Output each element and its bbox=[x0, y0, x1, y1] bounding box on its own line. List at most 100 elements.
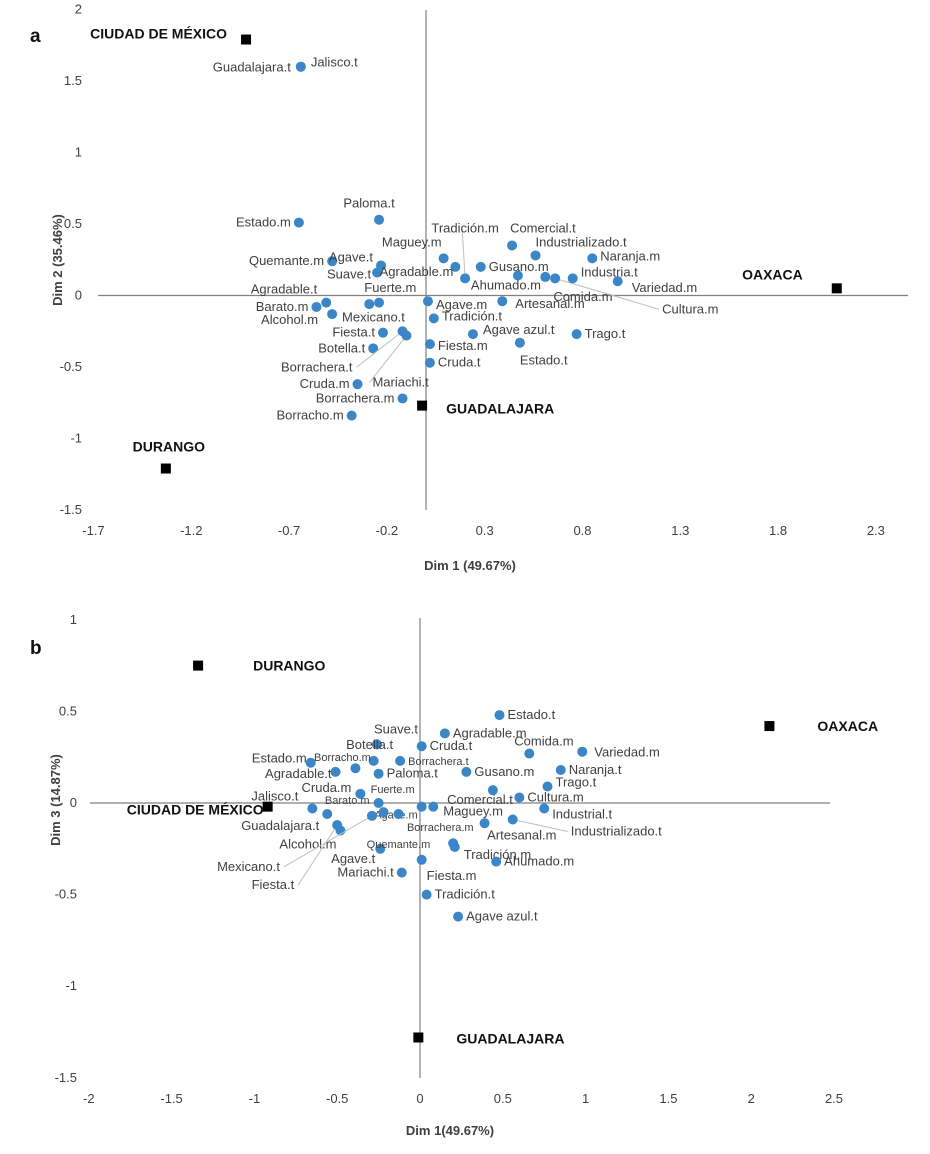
point-label: Industrializado.t bbox=[571, 823, 662, 838]
x-tick-label: -2 bbox=[83, 1091, 95, 1106]
attribute-point bbox=[530, 250, 541, 261]
region-label: OAXACA bbox=[817, 718, 878, 734]
point-label: Variedad.m bbox=[594, 745, 660, 760]
point-label: Estado.m bbox=[236, 215, 291, 230]
attribute-point bbox=[507, 240, 518, 251]
chart-panel-b: -2 -1.5 -1 -0.5 0 0.5 1 1.5 2 2.5 1 0.5 0 -0.5 -1 -1.5 b… bbox=[30, 612, 878, 1138]
region-marker bbox=[417, 400, 428, 411]
attribute-point bbox=[401, 330, 412, 341]
attribute-point bbox=[550, 273, 561, 284]
point-label: Agave.t bbox=[329, 249, 373, 264]
point-label: Industrializado.t bbox=[536, 234, 627, 249]
attribute-point bbox=[395, 755, 406, 766]
point-label: Guadalajara.t bbox=[241, 818, 319, 833]
y-tick-label: 0.5 bbox=[59, 703, 77, 718]
attribute-point bbox=[311, 301, 322, 312]
x-tick-label: -1.7 bbox=[82, 523, 104, 538]
point-label: Tradición.t bbox=[442, 308, 503, 323]
attribute-point bbox=[293, 217, 304, 228]
point-label: Borrachera.m bbox=[316, 390, 395, 405]
attribute-point bbox=[352, 379, 363, 390]
point-label: Borrachera.t bbox=[281, 359, 353, 374]
attribute-point bbox=[428, 801, 439, 812]
point-label: Artesanal.m bbox=[515, 296, 584, 311]
y-tick-label: -0.5 bbox=[55, 887, 77, 902]
point-label: Agradable.t bbox=[251, 282, 318, 297]
x-tick-label: 1.3 bbox=[671, 523, 689, 538]
point-label: Agave azul.t bbox=[483, 322, 555, 337]
point-label: Mariachi.t bbox=[337, 865, 394, 880]
attribute-point bbox=[327, 256, 338, 267]
attribute-point bbox=[494, 710, 505, 721]
point-label: Paloma.t bbox=[343, 196, 395, 211]
y-tick-label: -1.5 bbox=[55, 1070, 77, 1085]
x-tick-label: -1 bbox=[249, 1091, 261, 1106]
point-label: Agave.m bbox=[436, 297, 487, 312]
leader-line bbox=[283, 815, 373, 868]
attribute-point bbox=[428, 313, 439, 324]
attribute-point bbox=[461, 766, 472, 777]
attribute-point bbox=[355, 788, 366, 799]
panel-label: a bbox=[30, 26, 41, 47]
point-label: Tradición.m bbox=[464, 847, 531, 862]
attribute-point bbox=[449, 841, 460, 852]
attribute-point bbox=[450, 261, 461, 272]
point-label: Fiesta.m bbox=[427, 868, 477, 883]
attribute-point bbox=[491, 856, 502, 867]
point-label: Botella.t bbox=[318, 340, 365, 355]
point-label: Trago.t bbox=[556, 775, 597, 790]
point-label: Mexicano.t bbox=[342, 310, 405, 325]
attribute-point bbox=[373, 768, 384, 779]
point-label: Borrachera.m bbox=[407, 822, 474, 834]
attribute-point bbox=[514, 337, 525, 348]
point-label: Estado.t bbox=[507, 707, 555, 722]
chart-panel-a: -1.7 -1.2 -0.7 -0.2 0.3 0.8 1.3 1.8 2.3 2 1.5 1 0.5 0… bbox=[30, 2, 908, 573]
point-label: Jalisco.t bbox=[251, 788, 298, 803]
point-label: Industria.t bbox=[581, 264, 638, 279]
region-label: CIUDAD DE MÉXICO bbox=[90, 26, 227, 42]
point-label: Fuerte.m bbox=[364, 280, 416, 295]
point-label: Industrial.t bbox=[552, 806, 612, 821]
point-label: Botella.t bbox=[346, 737, 393, 752]
point-label: Alcohol.m bbox=[261, 312, 318, 327]
attribute-point bbox=[372, 267, 383, 278]
leader-line bbox=[369, 335, 407, 383]
region-label: DURANGO bbox=[133, 439, 205, 455]
point-label: Ahumado.m bbox=[504, 854, 574, 869]
point-label: Agave.t bbox=[331, 851, 375, 866]
x-tick-label: 1.5 bbox=[659, 1091, 677, 1106]
attribute-point bbox=[438, 253, 449, 264]
attribute-point bbox=[364, 299, 375, 310]
attribute-point bbox=[396, 867, 407, 878]
attribute-point bbox=[542, 781, 553, 792]
point-label: Comida.m bbox=[514, 734, 573, 749]
point-label: Comercial.t bbox=[510, 220, 576, 235]
attribute-point bbox=[377, 327, 388, 338]
y-tick-label: 0 bbox=[70, 795, 77, 810]
y-tick-label: 1 bbox=[70, 612, 77, 627]
leader-line bbox=[461, 228, 466, 279]
point-label: Tradición.m bbox=[431, 220, 498, 235]
point-label: Variedad.m bbox=[632, 280, 698, 295]
attribute-point bbox=[424, 339, 435, 350]
attribute-point bbox=[507, 814, 518, 825]
attribute-point bbox=[479, 818, 490, 829]
point-label: Cruda.m bbox=[302, 780, 352, 795]
region-marker bbox=[193, 660, 204, 671]
attribute-point bbox=[467, 329, 478, 340]
point-label: Mariachi.t bbox=[372, 375, 429, 390]
attribute-point bbox=[305, 757, 316, 768]
attribute-point bbox=[332, 819, 343, 830]
point-label: Estado.m bbox=[252, 751, 307, 766]
attribute-point bbox=[368, 755, 379, 766]
x-tick-label: 2.5 bbox=[825, 1091, 843, 1106]
attribute-point bbox=[375, 843, 386, 854]
y-tick-label: -0.5 bbox=[60, 359, 82, 374]
point-label: Artesanal.m bbox=[487, 827, 556, 842]
point-label: Fuerte.m bbox=[371, 784, 415, 796]
region-marker bbox=[413, 1032, 424, 1043]
region-label: GUADALAJARA bbox=[456, 1030, 564, 1046]
leader-line bbox=[512, 818, 568, 832]
leader-line bbox=[356, 330, 403, 368]
x-axis-title: Dim 1(49.67%) bbox=[406, 1123, 494, 1138]
